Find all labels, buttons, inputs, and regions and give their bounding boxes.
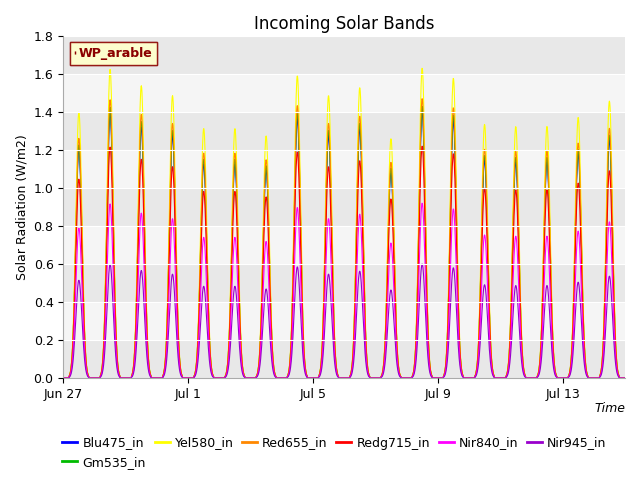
Legend: WP_arable: WP_arable [70, 42, 157, 65]
Bar [63, 340, 625, 378]
Bar [63, 74, 625, 112]
Text: Time: Time [594, 402, 625, 415]
Bar [63, 188, 625, 226]
Bar [63, 264, 625, 302]
Title: Incoming Solar Bands: Incoming Solar Bands [254, 15, 435, 33]
Y-axis label: Solar Radiation (W/m2): Solar Radiation (W/m2) [15, 134, 28, 280]
Bar [63, 226, 625, 264]
Bar [63, 302, 625, 340]
Legend: Blu475_in, Gm535_in, Yel580_in, Red655_in, Redg715_in, Nir840_in, Nir945_in: Blu475_in, Gm535_in, Yel580_in, Red655_i… [58, 432, 611, 474]
Bar [63, 150, 625, 188]
Bar [63, 36, 625, 74]
Bar [63, 112, 625, 150]
